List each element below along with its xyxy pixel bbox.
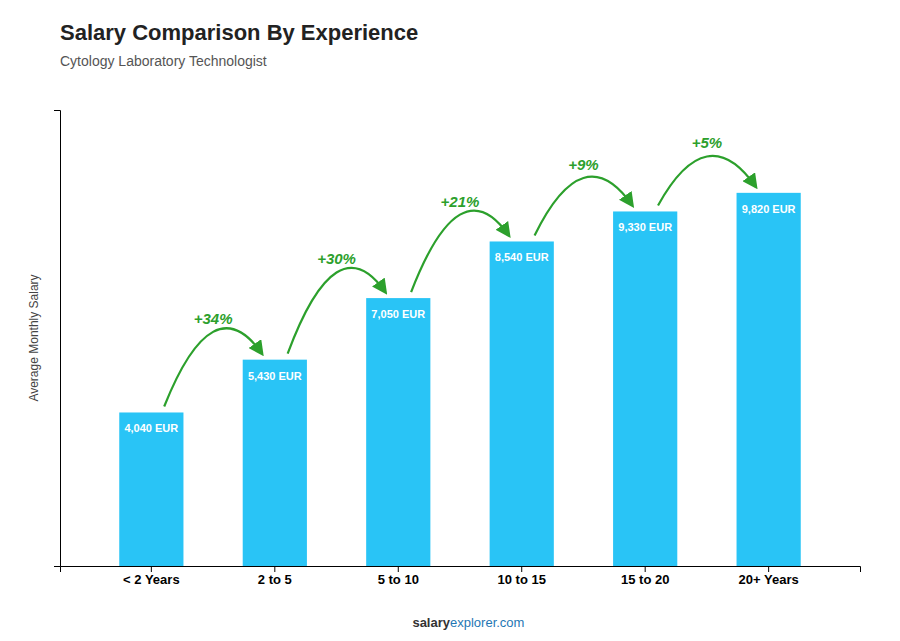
x-axis-line — [61, 567, 861, 573]
data-label: 4,040 EUR — [124, 422, 178, 434]
x-tick-mark — [768, 566, 769, 572]
data-label: 8,540 EUR — [495, 251, 549, 263]
bar — [119, 412, 183, 566]
x-tick-mark — [274, 566, 275, 572]
bar — [243, 360, 307, 566]
annotations: +34% +30% +21% +9% +5% — [164, 134, 756, 406]
bars — [119, 193, 800, 566]
bar — [613, 211, 677, 566]
bar — [737, 193, 801, 566]
arrow — [288, 268, 386, 354]
x-tick: 2 to 5 — [258, 566, 292, 587]
x-axis: < 2 Years 2 to 5 5 to 10 10 to 15 15 to 20 20… — [61, 566, 861, 587]
x-tick: < 2 Years — [123, 566, 180, 587]
arrow — [164, 328, 262, 406]
bar — [490, 241, 554, 566]
arrow — [535, 177, 633, 236]
data-labels: 4,040 EUR 5,430 EUR 7,050 EUR 8,540 EUR 9,33… — [124, 203, 795, 435]
x-tick-mark — [645, 566, 646, 572]
chart: Salary Comparison By Experience Cytology … — [0, 0, 900, 641]
x-tick: 5 to 10 — [378, 566, 419, 587]
x-tick-mark — [398, 566, 399, 572]
plot: < 2 Years 2 to 5 5 to 10 10 to 15 15 to 20 20… — [54, 111, 861, 588]
bar — [366, 298, 430, 566]
x-tick-mark — [151, 566, 152, 572]
x-tick-label: 20+ Years — [739, 572, 799, 587]
x-tick: 15 to 20 — [621, 566, 669, 587]
x-tick-mark — [521, 566, 522, 572]
y-axis-line — [54, 111, 61, 567]
x-tick: 20+ Years — [739, 566, 799, 587]
annotation: +30% — [317, 250, 356, 267]
data-label: 9,820 EUR — [742, 203, 796, 215]
annotation: +5% — [692, 134, 722, 151]
y-axis-title: Average Monthly Salary — [27, 274, 41, 401]
x-tick-label: 5 to 10 — [378, 572, 419, 587]
data-label: 9,330 EUR — [618, 221, 672, 233]
x-tick-label: 10 to 15 — [498, 572, 546, 587]
data-label: 7,050 EUR — [371, 308, 425, 320]
x-tick-label: 2 to 5 — [258, 572, 292, 587]
data-label: 5,430 EUR — [248, 370, 302, 382]
subtitle: Cytology Laboratory Technologist — [60, 53, 267, 69]
annotation: +9% — [568, 156, 598, 173]
x-tick: 10 to 15 — [498, 566, 546, 587]
title: Salary Comparison By Experience — [60, 20, 418, 45]
watermark: salary — [412, 615, 450, 630]
watermark: explorer.com — [450, 615, 524, 630]
y-axis — [54, 111, 61, 567]
x-tick-label: 15 to 20 — [621, 572, 669, 587]
annotation: +34% — [194, 310, 233, 327]
arrow — [411, 211, 509, 293]
annotation: +21% — [441, 193, 480, 210]
x-tick-label: < 2 Years — [123, 572, 180, 587]
arrow — [658, 156, 756, 206]
